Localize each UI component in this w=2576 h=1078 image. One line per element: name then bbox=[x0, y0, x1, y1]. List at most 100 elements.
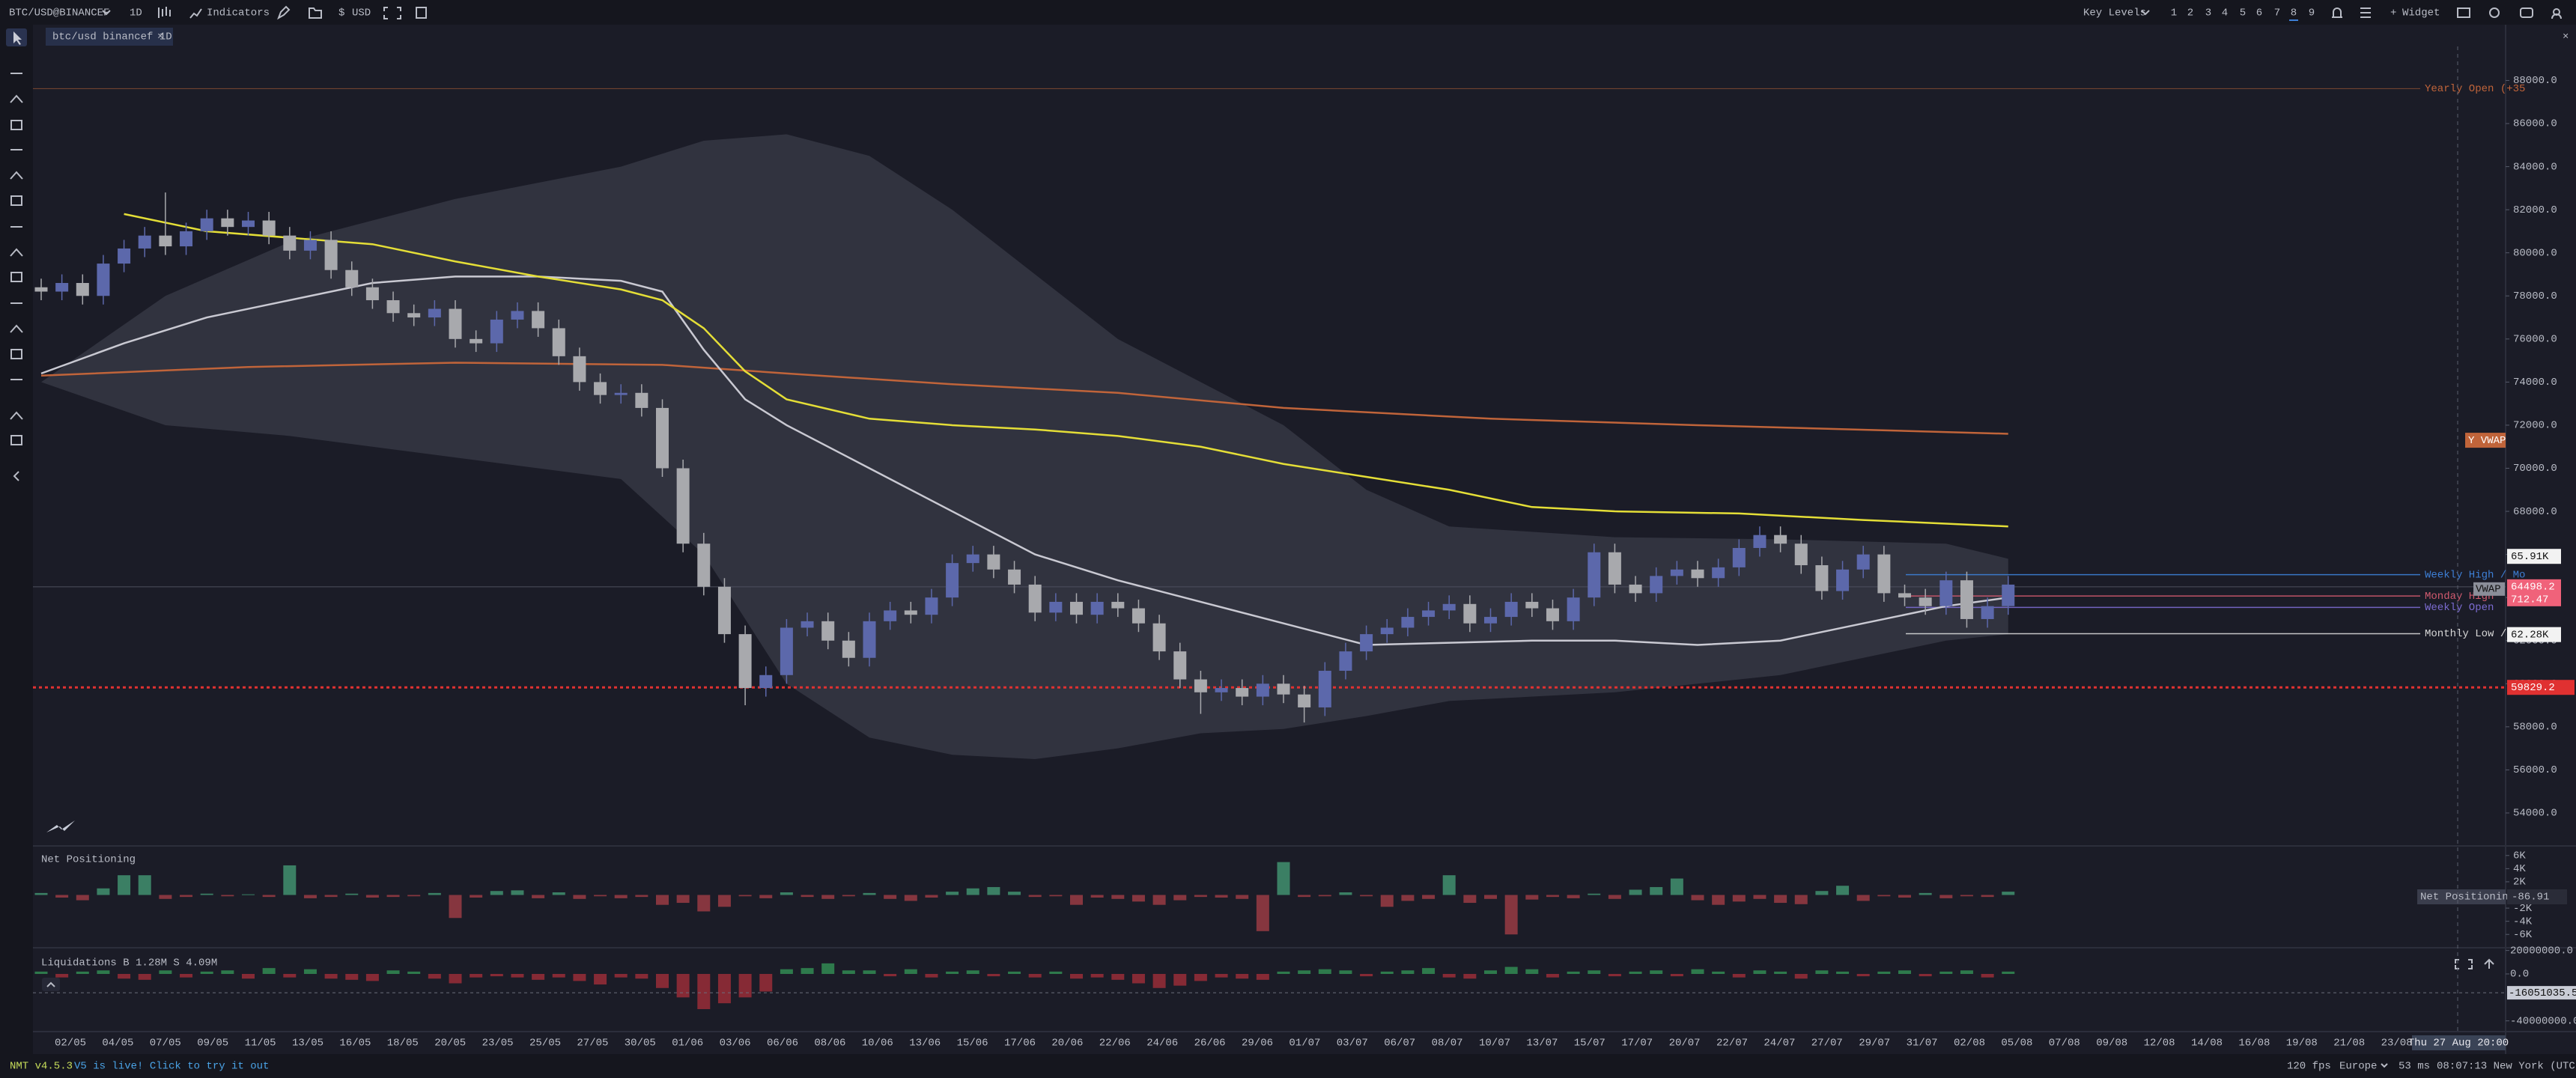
dollar-icon[interactable]: $ bbox=[338, 7, 344, 19]
chart-tab-label[interactable]: btc/usd binancef 1D bbox=[52, 31, 172, 43]
widget-plus[interactable]: + bbox=[2390, 7, 2396, 19]
account-icon[interactable] bbox=[2551, 8, 2562, 19]
layout-button[interactable]: 3 bbox=[2205, 7, 2211, 19]
time-label: 23/08 bbox=[2381, 1038, 2413, 1050]
widget-button[interactable]: Widget bbox=[2402, 7, 2440, 19]
chevron[interactable] bbox=[2381, 1063, 2388, 1068]
candle-body bbox=[221, 218, 234, 228]
pane-maximize[interactable] bbox=[2455, 959, 2473, 969]
candle-body bbox=[1360, 634, 1373, 652]
layout-button[interactable]: 6 bbox=[2256, 7, 2262, 19]
candle-body bbox=[1256, 683, 1269, 697]
candle-body bbox=[242, 220, 255, 228]
net-bar bbox=[1028, 895, 1042, 898]
chevron[interactable] bbox=[2141, 10, 2150, 16]
liq-bar bbox=[946, 971, 959, 974]
drawing-tool[interactable] bbox=[10, 248, 23, 257]
time-label: 05/08 bbox=[2001, 1038, 2032, 1050]
time-label: 01/06 bbox=[672, 1038, 703, 1050]
drawing-tool[interactable] bbox=[10, 272, 22, 282]
list-icon[interactable] bbox=[2360, 7, 2371, 18]
vwap-tag bbox=[2473, 582, 2505, 596]
collapse-button[interactable] bbox=[42, 978, 60, 991]
tab-close[interactable]: × bbox=[157, 31, 163, 43]
layout-icon[interactable] bbox=[2520, 7, 2533, 18]
drawing-tool[interactable] bbox=[10, 171, 23, 180]
layout-button[interactable]: 1 bbox=[2171, 7, 2177, 19]
save-icon[interactable] bbox=[416, 7, 427, 19]
symbol[interactable]: BTC/USD@BINANCEF bbox=[9, 7, 109, 19]
time-label: 07/08 bbox=[2049, 1038, 2080, 1050]
liq-bar bbox=[1939, 971, 1953, 974]
drawing-tool[interactable] bbox=[10, 324, 23, 333]
indicators-button[interactable]: Indicators bbox=[207, 7, 270, 19]
draw-icon[interactable] bbox=[277, 5, 291, 20]
price-tick-label: 82000.0 bbox=[2513, 204, 2557, 216]
candle-body bbox=[573, 356, 586, 383]
liq-bar bbox=[1546, 973, 1559, 978]
region[interactable]: Europe bbox=[2339, 1061, 2377, 1073]
chevron[interactable] bbox=[102, 10, 111, 16]
drawing-tool[interactable] bbox=[10, 195, 22, 206]
net-value: -86.91 bbox=[2512, 892, 2549, 904]
moving-average bbox=[40, 275, 2008, 646]
layout-button[interactable]: 7 bbox=[2274, 7, 2280, 19]
drawing-tool[interactable] bbox=[10, 120, 22, 130]
layout-button[interactable]: 8 bbox=[2291, 7, 2297, 19]
cursor-tool[interactable] bbox=[13, 31, 22, 45]
drawing-tool[interactable] bbox=[10, 94, 23, 103]
candle-body bbox=[1318, 671, 1331, 707]
net-bar bbox=[1298, 895, 1311, 898]
net-bar bbox=[34, 892, 48, 895]
settings-icon[interactable] bbox=[2489, 7, 2500, 18]
drawing-tool[interactable] bbox=[10, 411, 23, 420]
candle-body bbox=[1504, 601, 1518, 618]
collapse-icon[interactable] bbox=[46, 981, 55, 987]
liq-bar bbox=[1070, 973, 1083, 979]
drawing-tool[interactable] bbox=[10, 435, 22, 445]
layout-button[interactable]: 9 bbox=[2309, 7, 2315, 19]
key-levels[interactable]: Key Levels bbox=[2083, 7, 2146, 19]
pane-up[interactable] bbox=[2484, 958, 2494, 969]
price-tag-label: 62.28K bbox=[2511, 629, 2549, 641]
candle-body bbox=[1422, 610, 1436, 618]
layout-button[interactable]: 2 bbox=[2187, 7, 2193, 19]
chart-tab[interactable] bbox=[46, 28, 173, 46]
collapse-toolbar[interactable] bbox=[13, 471, 19, 481]
chart-type-icon[interactable] bbox=[158, 7, 171, 18]
interval[interactable]: 1D bbox=[130, 7, 142, 19]
candle-body bbox=[490, 319, 503, 344]
indicators-icon[interactable] bbox=[189, 8, 202, 19]
liq-bar bbox=[780, 969, 793, 974]
candle-body bbox=[1152, 623, 1166, 652]
liq-bar bbox=[221, 970, 234, 974]
net-bar bbox=[511, 890, 524, 895]
currency[interactable]: USD bbox=[352, 7, 371, 19]
candle-body bbox=[656, 407, 669, 469]
fps: 120 fps bbox=[2287, 1061, 2331, 1073]
liq-bar bbox=[490, 973, 503, 977]
candle-body bbox=[118, 248, 131, 264]
net-bar bbox=[1753, 895, 1767, 899]
time-label: 21/08 bbox=[2333, 1038, 2365, 1050]
candle-body bbox=[386, 300, 400, 314]
candle-body bbox=[76, 282, 89, 296]
net-bar bbox=[1504, 895, 1518, 935]
layout-button[interactable]: 5 bbox=[2240, 7, 2246, 19]
candle-body bbox=[449, 308, 462, 339]
liq-bar bbox=[283, 973, 297, 978]
drawing-tool[interactable] bbox=[10, 349, 22, 359]
fullscreen-icon[interactable] bbox=[383, 7, 401, 19]
panel-close[interactable]: × bbox=[2563, 31, 2569, 43]
net-bar bbox=[1670, 878, 1683, 895]
promo-link[interactable]: V5 is live! Click to try it out bbox=[74, 1061, 269, 1073]
alerts-icon[interactable] bbox=[2332, 7, 2342, 18]
liq-bar bbox=[1339, 970, 1352, 974]
liq-bar bbox=[614, 973, 628, 978]
layout-button[interactable]: 4 bbox=[2222, 7, 2228, 19]
liq-title: Liquidations B 1.28M S 4.09M bbox=[41, 957, 217, 969]
screenshot-icon[interactable] bbox=[2457, 7, 2470, 18]
candle-body bbox=[303, 240, 317, 251]
folder-icon[interactable] bbox=[309, 7, 322, 19]
